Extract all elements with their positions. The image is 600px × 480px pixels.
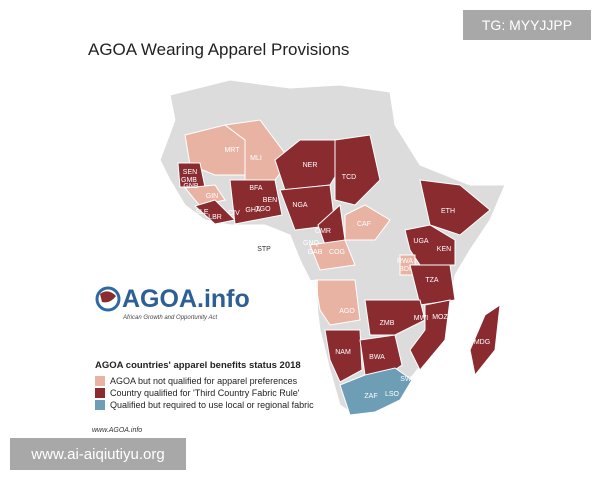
- country-label: RWA: [397, 258, 413, 265]
- country-label: NGA: [292, 202, 308, 209]
- country-label: COG: [329, 249, 345, 256]
- logo-globe-land: [100, 291, 116, 303]
- legend-label: Qualified but required to use local or r…: [110, 400, 314, 410]
- country-shape: [469, 303, 501, 377]
- country-shape: [364, 299, 426, 336]
- legend: AGOA but not qualified for apparel prefe…: [95, 376, 314, 410]
- logo-name: AGOA.info: [122, 285, 250, 313]
- country-label: BDI: [399, 266, 411, 273]
- legend-title: AGOA countries' apparel benefits status …: [95, 360, 301, 371]
- source: www.AGOA.info: [92, 427, 142, 434]
- country-label: LSO: [385, 391, 400, 398]
- country-label: NER: [303, 162, 318, 169]
- country-shape: [409, 299, 451, 371]
- country-label: AGO: [339, 308, 355, 315]
- country-shape: [344, 204, 391, 241]
- country-shape: [334, 134, 381, 206]
- logo-globe: [95, 286, 121, 312]
- country-shape: [404, 224, 456, 266]
- country-label: CAF: [357, 221, 371, 228]
- country-label: NAM: [335, 349, 351, 356]
- country-shape: [314, 279, 361, 326]
- country-label: MOZ: [432, 314, 448, 321]
- watermark-box: [463, 10, 591, 40]
- country-label: GHA: [245, 207, 261, 214]
- watermark-top: TG: MYYJJPP: [482, 17, 572, 33]
- country-label: ZMB: [380, 320, 395, 327]
- watermark-box: [10, 438, 186, 470]
- country-label: BEN: [263, 197, 277, 204]
- country-label: CMR: [315, 228, 331, 235]
- country-label: BWA: [369, 354, 385, 361]
- country-label: MRT: [224, 147, 240, 154]
- country-label: SLE: [195, 209, 209, 216]
- country-label: TZA: [425, 277, 439, 284]
- country-label: MLI: [250, 155, 262, 162]
- country-label: BFA: [249, 185, 263, 192]
- country-label: TGO: [255, 206, 271, 213]
- legend-label: Country qualified for 'Third Country Fab…: [110, 388, 300, 398]
- country-label: KEN: [437, 246, 451, 253]
- title: AGOA Wearing Apparel Provisions: [88, 40, 349, 59]
- country-label: UGA: [413, 238, 429, 245]
- country-shape: [324, 329, 363, 383]
- country-label: SWZ: [400, 376, 416, 383]
- logo-tagline: African Growth and Opportunity Act: [122, 315, 217, 321]
- country-shape: [419, 179, 491, 236]
- country-shape: [229, 179, 283, 225]
- legend-swatch: [95, 400, 105, 410]
- country-label: ZAF: [364, 393, 377, 400]
- country-label: MDG: [474, 339, 490, 346]
- country-label: GAB: [308, 249, 323, 256]
- watermark-bottom: www.ai-aiqiutiyu.org: [30, 446, 164, 463]
- country-shape: [309, 239, 356, 271]
- country-label: TCD: [342, 174, 356, 181]
- legend-label: AGOA but not qualified for apparel prefe…: [110, 376, 298, 386]
- country-label: ETH: [441, 208, 455, 215]
- logo-backdrop: [88, 280, 318, 330]
- country-label: GNB: [183, 183, 199, 190]
- country-label: GMB: [181, 177, 197, 184]
- country-label: GIN: [206, 193, 218, 200]
- country-label: LBR: [208, 214, 222, 221]
- country-shape: [339, 367, 413, 416]
- country-shape: [409, 264, 456, 306]
- country-label: SEN: [183, 169, 197, 176]
- legend-swatch: [95, 388, 105, 398]
- country-label: CIV: [228, 210, 240, 217]
- country-label: GNQ: [303, 240, 320, 247]
- country-label: STP: [257, 246, 271, 253]
- legend-swatch: [95, 376, 105, 386]
- country-label: MWI: [414, 315, 428, 322]
